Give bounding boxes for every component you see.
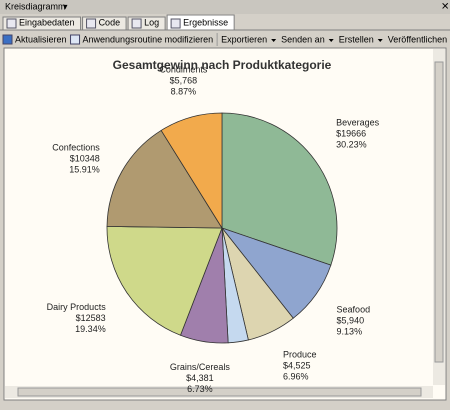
v-thumb[interactable]: [434, 61, 444, 363]
tool-icon: [2, 34, 13, 45]
tool-button[interactable]: Senden an: [281, 34, 325, 44]
percent-label: 8.87%: [171, 86, 197, 96]
close[interactable]: ✕: [441, 2, 449, 13]
slice-label: Beverages: [336, 118, 380, 128]
slice-label: Confections: [52, 142, 100, 152]
pie-slice: [160, 112, 223, 230]
percent-label: 15.91%: [69, 164, 100, 174]
amount-label: $19666: [336, 129, 366, 139]
tool-button[interactable]: Erstellen: [339, 34, 374, 44]
window-title: Kreisdiagramm: [5, 1, 66, 11]
slice-label: Grains/Cereals: [170, 362, 231, 372]
tab-icon: [6, 18, 17, 29]
title-bar: [0, 0, 450, 14]
tab-label[interactable]: Log: [144, 17, 159, 27]
drop-arrow: [328, 39, 334, 42]
slice-label: Seafood: [337, 304, 371, 314]
percent-label: 30.23%: [336, 140, 367, 150]
slice-label: Produce: [283, 350, 317, 360]
amount-label: $10348: [70, 153, 100, 163]
tool-button[interactable]: Exportieren: [221, 34, 267, 44]
slice-label: Dairy Products: [47, 302, 107, 312]
menu-arrow[interactable]: ▾: [63, 1, 68, 11]
percent-label: 6.73%: [187, 384, 213, 394]
tool-button[interactable]: Anwendungsroutine modifizieren: [83, 34, 214, 44]
percent-label: 6.96%: [283, 372, 309, 382]
drop-arrow: [271, 39, 277, 42]
percent-label: 9.13%: [337, 326, 363, 336]
tab-label[interactable]: Ergebnisse: [183, 17, 228, 27]
drop-arrow: [377, 39, 383, 42]
h-thumb[interactable]: [17, 387, 422, 397]
tab-icon: [131, 18, 142, 29]
slice-label: Condiments: [159, 64, 208, 74]
tab-label[interactable]: Eingabedaten: [19, 17, 75, 27]
pie-slice: [221, 112, 338, 266]
amount-label: $5,768: [170, 75, 198, 85]
pie-slice: [106, 129, 223, 229]
tool-icon: [70, 34, 81, 45]
chart-title: Gesamtgewinn nach Produktkategorie: [113, 58, 332, 72]
tab-label[interactable]: Code: [99, 17, 121, 27]
tool-button[interactable]: Aktualisieren: [15, 34, 67, 44]
tab-icon: [86, 18, 97, 29]
amount-label: $4,525: [283, 361, 311, 371]
amount-label: $5,940: [337, 315, 365, 325]
tool-button[interactable]: Veröffentlichen: [388, 34, 447, 44]
tab-icon: [170, 18, 181, 29]
percent-label: 19.34%: [75, 324, 106, 334]
pie-slice: [106, 226, 223, 336]
amount-label: $12583: [76, 313, 106, 323]
amount-label: $4,381: [186, 373, 214, 383]
